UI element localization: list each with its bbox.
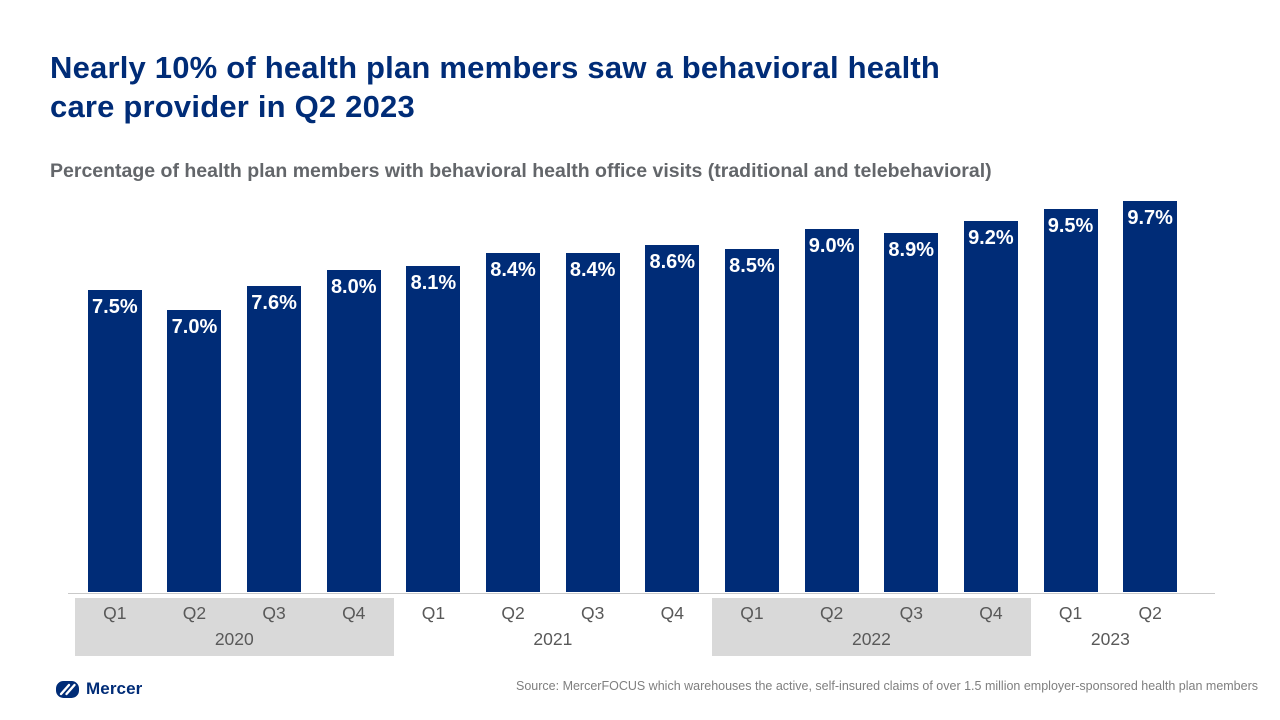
bar-value-label: 8.0%: [330, 276, 377, 298]
bar-cell: 7.5%: [75, 290, 155, 592]
mercer-logo: Mercer: [56, 679, 142, 699]
bar-cell: 7.0%: [155, 310, 235, 592]
source-note: Source: MercerFOCUS which warehouses the…: [516, 679, 1258, 693]
bar-cell: 9.5%: [1031, 209, 1111, 592]
bar-q2-9: 9.0%: [804, 229, 859, 592]
quarter-label-row: Q1 Q2 Q3 Q4: [75, 603, 394, 629]
bar-cell: 8.9%: [871, 233, 951, 592]
quarter-label-q2-2022: Q2: [819, 603, 844, 623]
bar-q1-12: 9.5%: [1043, 209, 1098, 592]
year-label-2022: 2022: [851, 629, 891, 649]
year-label-2020: 2020: [214, 629, 254, 649]
quarter-label-q3-2020: Q3: [262, 603, 286, 623]
bar-q2-13: 9.7%: [1123, 201, 1178, 592]
bar-q3-6: 8.4%: [565, 253, 620, 592]
quarter-label-q2-2021: Q2: [501, 603, 525, 623]
quarter-label-q3-2021: Q3: [581, 603, 605, 623]
bar-q2-5: 8.4%: [486, 253, 541, 592]
mercer-logo-icon: [56, 680, 79, 698]
bar-value-label: 9.2%: [968, 227, 1014, 249]
bar-cell: 9.2%: [951, 221, 1031, 592]
bar-cell: 8.1%: [394, 266, 474, 592]
x-axis-labels: Q1 Q2 Q3 Q4 2020 Q1 Q2 Q3 Q4 2021 Q1 Q2 Q3 Q4 2022 Q1 Q2…: [75, 598, 1190, 656]
quarter-label-q1-2020: Q1: [103, 603, 127, 623]
bar-value-label: 9.0%: [808, 235, 855, 257]
x-axis-line: [68, 593, 1215, 594]
bar-cell: 8.0%: [314, 270, 394, 592]
bar-cell: 8.4%: [553, 253, 633, 592]
page-title-line-1: Nearly 10% of health plan members saw a …: [50, 49, 941, 85]
bar-q4-11: 9.2%: [963, 221, 1018, 592]
bar-cell: 7.6%: [234, 286, 314, 592]
bar-value-label: 9.5%: [1047, 215, 1094, 237]
bar-q1-4: 8.1%: [406, 266, 461, 592]
mercer-logo-text: Mercer: [86, 679, 143, 698]
bar-value-label: 7.0%: [171, 316, 218, 338]
quarter-label-q2-2020: Q2: [182, 603, 207, 623]
bar-cell: 8.4%: [473, 253, 553, 592]
bar-q2-1: 7.0%: [167, 310, 222, 592]
axis-group-2020: Q1 Q2 Q3 Q4 2020: [75, 598, 394, 656]
bar-chart: 7.5% 7.0% 7.6% 8.0% 8.1% 8.4% 8.4% 8.6% 8.5% 9.0%…: [75, 190, 1190, 592]
bar-value-label: 9.7%: [1127, 207, 1173, 229]
quarter-label-row: Q1 Q2: [1031, 603, 1190, 629]
bar-cell: 9.0%: [792, 229, 872, 592]
year-label-2023: 2023: [1090, 629, 1130, 649]
quarter-label-q1-2022: Q1: [740, 603, 764, 623]
page-title-line-2: care provider in Q2 2023: [50, 88, 415, 124]
quarter-label-q1-2023: Q1: [1058, 603, 1083, 623]
bar-cell: 9.7%: [1110, 201, 1190, 592]
quarter-label-q4-2022: Q4: [979, 603, 1003, 623]
chart-subtitle: Percentage of health plan members with b…: [50, 160, 992, 182]
bar-value-label: 7.5%: [92, 296, 138, 318]
quarter-label-q3-2022: Q3: [899, 603, 923, 623]
quarter-label-q4-2020: Q4: [342, 603, 366, 623]
page-title: Nearly 10% of health plan members saw a …: [50, 49, 1210, 127]
axis-group-2022: Q1 Q2 Q3 Q4 2022: [712, 598, 1031, 656]
quarter-label-row: Q1 Q2 Q3 Q4: [712, 603, 1031, 629]
bar-value-label: 8.4%: [569, 259, 616, 281]
bar-value-label: 8.6%: [649, 251, 696, 273]
axis-group-2021: Q1 Q2 Q3 Q4 2021: [394, 598, 713, 656]
bar-q3-2: 7.6%: [247, 286, 302, 592]
bar-q4-7: 8.6%: [645, 245, 700, 592]
bar-cell: 8.6%: [632, 245, 712, 592]
bar-q1-0: 7.5%: [87, 290, 142, 592]
bar-q4-3: 8.0%: [326, 270, 381, 592]
bar-cell: 8.5%: [712, 249, 792, 592]
bar-value-label: 8.5%: [729, 255, 775, 277]
year-label-2021: 2021: [533, 629, 573, 649]
quarter-label-q1-2021: Q1: [421, 603, 446, 623]
axis-group-2023: Q1 Q2 2023: [1031, 598, 1190, 656]
bar-value-label: 8.1%: [410, 272, 457, 294]
bar-value-label: 8.4%: [490, 259, 536, 281]
quarter-label-q4-2021: Q4: [660, 603, 684, 623]
bar-value-label: 8.9%: [888, 239, 935, 261]
quarter-label-row: Q1 Q2 Q3 Q4: [394, 603, 713, 629]
bar-value-label: 7.6%: [251, 292, 297, 314]
bar-q1-8: 8.5%: [724, 249, 779, 592]
quarter-label-q2-2023: Q2: [1138, 603, 1162, 623]
bar-q3-10: 8.9%: [884, 233, 939, 592]
